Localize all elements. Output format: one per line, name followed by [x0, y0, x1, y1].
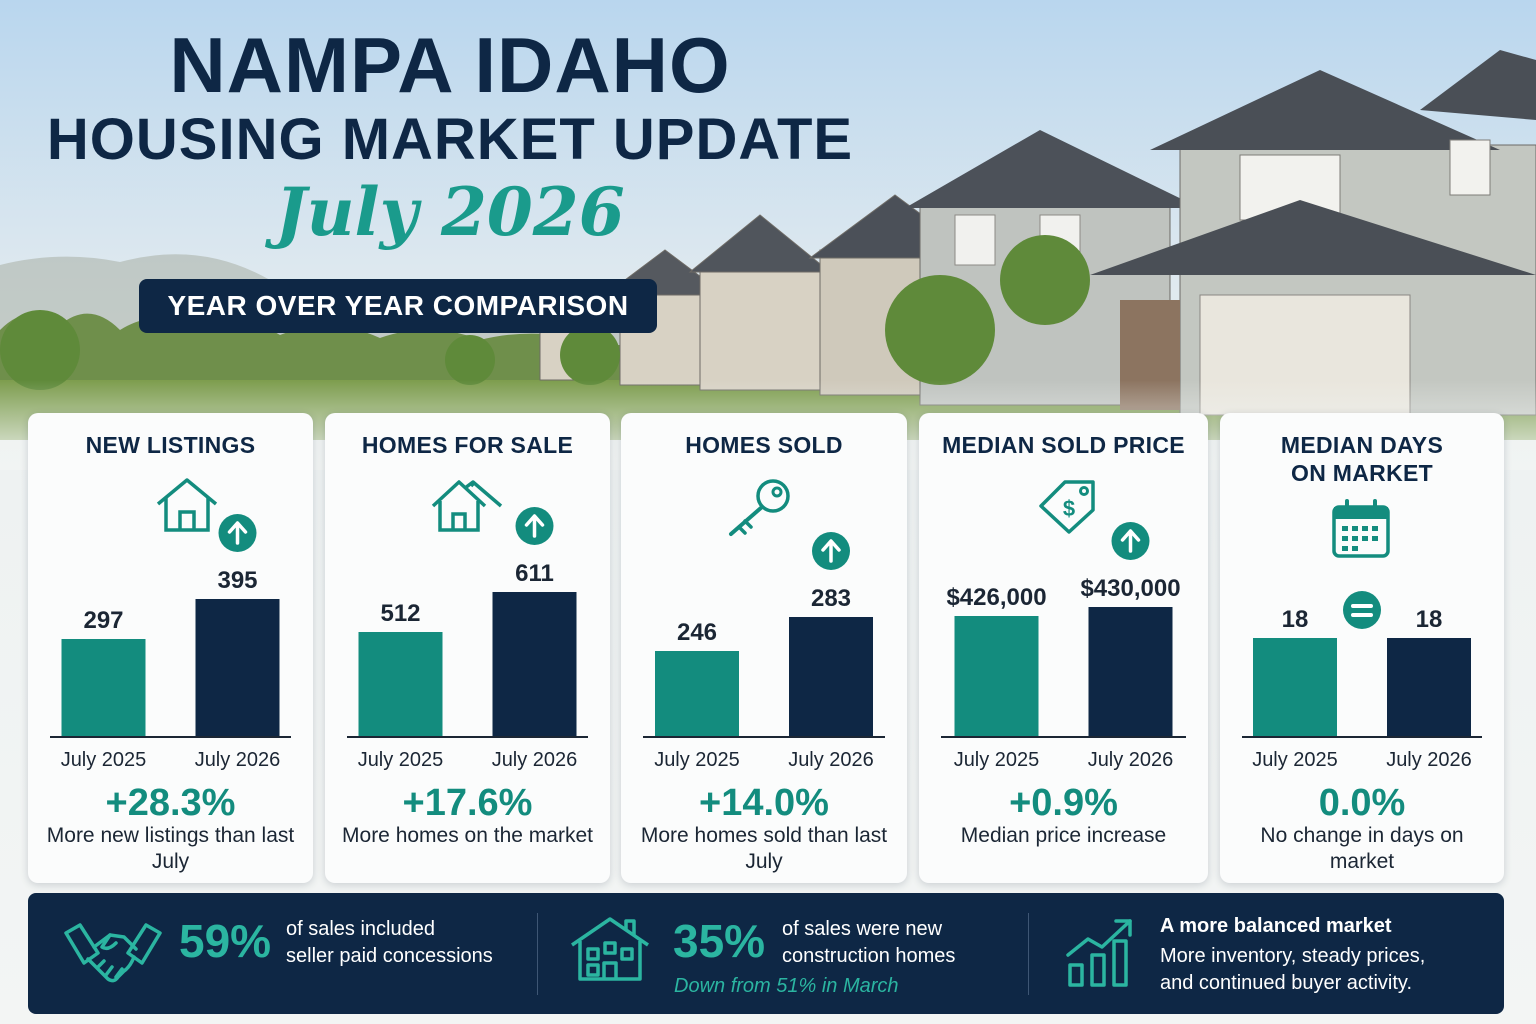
- bar-2026: [492, 592, 577, 736]
- bar-value-label: $426,000: [946, 584, 1046, 611]
- footer-divider: [537, 913, 538, 995]
- bar-2026: [1088, 607, 1173, 736]
- neighborhood-backdrop: [0, 0, 1536, 470]
- bar-2025: [61, 639, 146, 736]
- bar-2025: [358, 632, 443, 736]
- comparison-banner: YEAR OVER YEAR COMPARISON: [139, 279, 657, 333]
- change-note: No change in days on market: [1260, 824, 1464, 873]
- equal-badge-icon: [1343, 591, 1381, 629]
- concessions-line2: seller paid concessions: [286, 945, 493, 967]
- new-construction-line1: of sales were new: [782, 918, 943, 940]
- bar-2025: [655, 651, 739, 736]
- houses-icon: [431, 480, 503, 532]
- change-note: Median price increase: [960, 824, 1167, 847]
- x-tick-label: July 2025: [61, 749, 147, 771]
- bar-chart: 512 July 2025 611 July 2026: [347, 507, 588, 771]
- calendar-icon: [1332, 499, 1390, 558]
- x-tick-label: July 2025: [358, 749, 444, 771]
- card-title: HOMES SOLD: [685, 432, 843, 458]
- market-summary-line2: and continued buyer activity.: [1160, 972, 1413, 994]
- bar-value-label: 512: [380, 600, 420, 627]
- bar-value-label: 395: [217, 567, 257, 594]
- up-arrow-glyph: [1120, 529, 1141, 553]
- x-tick-label: July 2026: [195, 749, 281, 771]
- x-tick-label: July 2025: [1252, 749, 1338, 771]
- percent-change: +28.3%: [105, 782, 236, 824]
- svg-text:$: $: [1063, 496, 1075, 521]
- price-tag-icon: $: [1039, 480, 1095, 534]
- bar-chart: 297 July 2025 395 July 2026: [50, 514, 291, 771]
- bar-2026: [789, 617, 873, 736]
- bar-value-label: 18: [1282, 606, 1309, 633]
- up-arrow-glyph: [227, 521, 248, 545]
- x-tick-label: July 2025: [654, 749, 740, 771]
- new-construction-trend: Down from 51% in March: [674, 975, 899, 997]
- change-note: More new listings than last July: [46, 824, 295, 873]
- key-icon: [729, 479, 790, 536]
- x-tick-label: July 2026: [788, 749, 874, 771]
- card-median-sold-price: MEDIAN SOLD PRICE $ $426,000 July 2025 $43…: [919, 413, 1208, 883]
- concessions-percent: 59%: [179, 915, 272, 967]
- bar-value-label: 18: [1416, 606, 1443, 633]
- page-subtitle: HOUSING MARKET UPDATE: [46, 107, 854, 172]
- card-title: HOMES FOR SALE: [361, 432, 574, 458]
- bar-value-label: 246: [677, 619, 717, 646]
- equal-sign-glyph: [1351, 604, 1373, 617]
- page-title: NAMPA IDAHO: [169, 21, 731, 109]
- percent-change: 0.0%: [1318, 782, 1406, 824]
- card-homes-for-sale: HOMES FOR SALE 512 July 2025 611 July 2026 …: [325, 413, 610, 883]
- bar-value-label: 611: [515, 560, 554, 587]
- change-note: More homes sold than last July: [640, 824, 888, 873]
- percent-change: +14.0%: [699, 782, 829, 824]
- bar-value-label: 283: [811, 585, 851, 612]
- report-month: July 2026: [275, 173, 625, 251]
- bar-2025: [1253, 638, 1337, 736]
- footer-stats-bar: 59% of sales included seller paid conces…: [28, 893, 1504, 1014]
- card-title: MEDIAN SOLD PRICE: [942, 432, 1185, 458]
- new-construction-percent: 35%: [673, 915, 766, 967]
- house-icon: [156, 478, 218, 532]
- market-summary-title: A more balanced market: [1160, 915, 1392, 937]
- growth-chart-icon: [1066, 919, 1132, 987]
- up-arrow-glyph: [524, 514, 545, 538]
- card-title: NEW LISTINGS: [85, 432, 256, 458]
- x-tick-label: July 2026: [1386, 749, 1472, 771]
- bar-chart: 18 July 2025 18 July 2026: [1242, 591, 1482, 771]
- percent-change: +0.9%: [1009, 782, 1118, 824]
- change-note: More homes on the market: [342, 824, 593, 847]
- concessions-line1: of sales included: [286, 918, 435, 940]
- bar-chart: 246 July 2025 283 July 2026: [643, 532, 885, 771]
- bar-value-label: 297: [83, 607, 123, 634]
- card-median-days-on-market: MEDIAN DAYS ON MARKET 18 July 2025 18 July …: [1220, 413, 1504, 883]
- building-icon: [571, 917, 649, 981]
- bar-2025: [954, 616, 1039, 736]
- x-tick-label: July 2026: [492, 749, 578, 771]
- bar-2026: [1387, 638, 1471, 736]
- market-summary-line1: More inventory, steady prices,: [1160, 945, 1426, 967]
- bar-2026: [195, 599, 280, 736]
- bar-value-label: $430,000: [1080, 575, 1180, 602]
- card-homes-sold: HOMES SOLD 246 July 2025 283 July 2026 +14.…: [621, 413, 907, 883]
- handshake-icon: [64, 923, 162, 983]
- x-tick-label: July 2025: [954, 749, 1040, 771]
- bar-chart: $426,000 July 2025 $430,000 July 2026: [941, 522, 1186, 771]
- up-arrow-glyph: [821, 539, 841, 563]
- x-tick-label: July 2026: [1088, 749, 1174, 771]
- percent-change: +17.6%: [402, 782, 533, 824]
- new-construction-line2: construction homes: [782, 945, 956, 967]
- footer-divider: [1028, 913, 1029, 995]
- card-new-listings: NEW LISTINGS 297 July 2025 395 July 2026 +2…: [28, 413, 313, 883]
- card-title: MEDIAN DAYS ON MARKET: [1280, 432, 1444, 486]
